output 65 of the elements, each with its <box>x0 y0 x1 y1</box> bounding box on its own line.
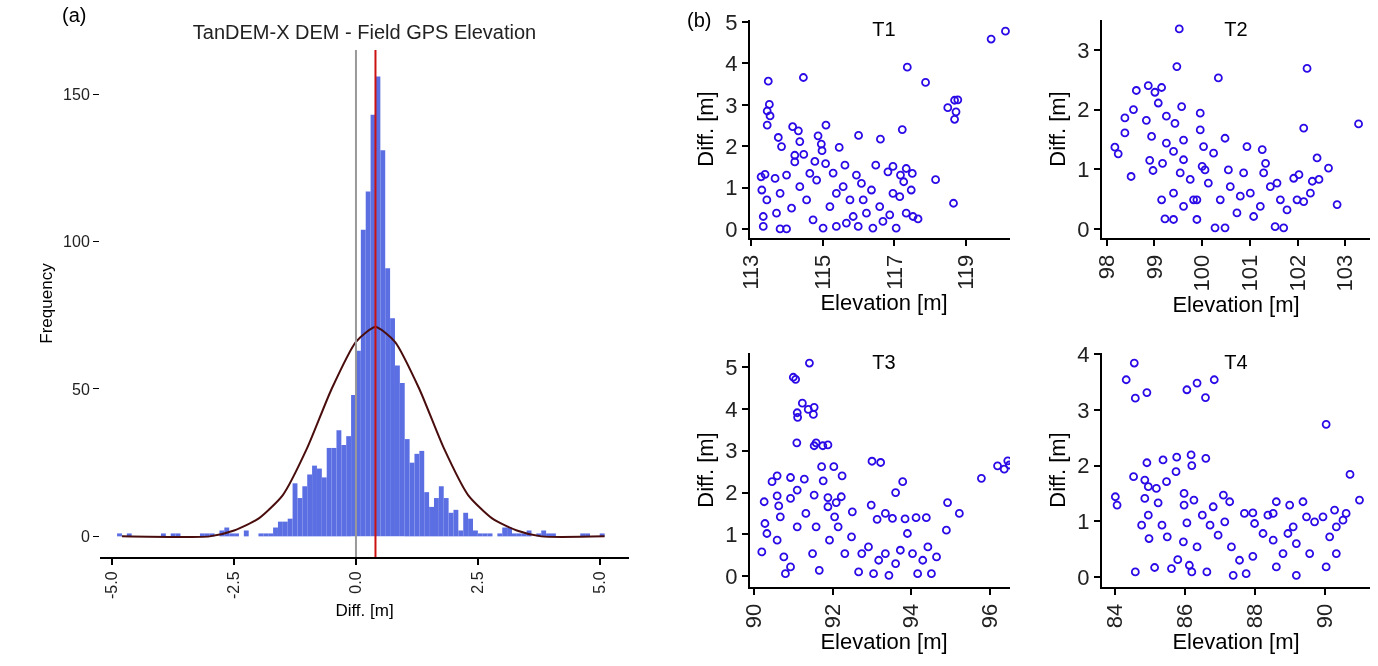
y-tick-label: 4 <box>725 396 738 422</box>
y-tick-label: 4 <box>725 51 738 77</box>
y-tick-label: 4 <box>1077 341 1090 367</box>
y-tick-label: 3 <box>1077 397 1090 423</box>
y-tick-label: 2 <box>1077 453 1090 479</box>
x-axis-title: Diff. [m] <box>335 600 394 620</box>
x-tick-label: 84 <box>1101 603 1127 629</box>
x-tick-label: 0.0 <box>347 571 365 594</box>
x-tick-label: 90 <box>1312 603 1338 629</box>
y-tick-label: 5 <box>725 9 738 35</box>
x-tick-label: 102 <box>1284 254 1310 292</box>
x-tick-label: 5.0 <box>590 571 608 594</box>
x-tick-label: 98 <box>1093 254 1119 280</box>
x-tick-label: 117 <box>881 254 907 290</box>
x-tick-label: 2.5 <box>469 571 487 594</box>
chart-title: T3 <box>872 351 896 374</box>
y-tick-label: 2 <box>1077 97 1090 123</box>
y-tick-label: 0 <box>725 563 738 589</box>
y-tick-label: 5 <box>725 354 738 380</box>
chart-title: T1 <box>872 18 896 41</box>
x-tick-label: 86 <box>1171 603 1197 629</box>
chart-title: T2 <box>1224 18 1248 41</box>
x-tick-label: 90 <box>741 603 767 629</box>
x-tick-label: -2.5 <box>225 571 243 599</box>
y-tick-label: 3 <box>725 92 738 118</box>
y-tick-label: 3 <box>1077 37 1090 63</box>
chart-title: T4 <box>1224 351 1248 374</box>
y-axis-title: Diff. [m] <box>1044 91 1070 167</box>
x-tick-label: 88 <box>1242 603 1268 629</box>
y-tick-label: 100 <box>63 233 90 251</box>
x-tick-label: 113 <box>738 254 764 290</box>
x-tick-label: 92 <box>819 603 845 629</box>
y-tick-label: 2 <box>725 133 738 159</box>
x-tick-label: 99 <box>1141 254 1167 280</box>
x-axis-title: Elevation [m] <box>1172 291 1300 317</box>
y-tick-label: 0 <box>725 216 738 242</box>
x-axis-title: Elevation [m] <box>820 628 948 654</box>
x-tick-label: 100 <box>1189 254 1215 292</box>
y-tick-label: 0 <box>1077 216 1090 242</box>
y-tick-label: 0 <box>1077 564 1090 590</box>
y-tick-label: 2 <box>725 480 738 506</box>
y-tick-label: 1 <box>1077 157 1090 183</box>
x-axis-title: Elevation [m] <box>1172 628 1300 654</box>
y-tick-label: 150 <box>63 85 90 103</box>
x-tick-label: 115 <box>809 254 835 290</box>
x-tick-label: -5.0 <box>103 571 121 599</box>
y-tick-label: 0 <box>80 527 90 545</box>
x-tick-label: 101 <box>1236 254 1262 292</box>
x-tick-label: 119 <box>953 254 979 290</box>
y-axis-title: Diff. [m] <box>692 432 718 508</box>
x-axis-title: Elevation [m] <box>820 290 948 316</box>
text: (a) <box>62 4 87 26</box>
y-tick-label: 1 <box>1077 508 1090 534</box>
y-tick-label: 3 <box>725 438 738 464</box>
y-tick-label: 1 <box>725 522 738 548</box>
text: (b) <box>687 9 712 31</box>
y-axis-title: Frequency <box>36 262 56 344</box>
y-tick-label: 1 <box>725 175 738 201</box>
y-axis-title: Diff. [m] <box>1044 432 1070 508</box>
y-tick-label: 50 <box>72 380 90 398</box>
x-tick-label: 94 <box>898 603 924 629</box>
y-axis-title: Diff. [m] <box>692 91 718 167</box>
x-tick-label: 103 <box>1332 254 1358 292</box>
x-tick-label: 96 <box>977 603 1003 629</box>
chart-title: TanDEM-X DEM - Field GPS Elevation <box>192 20 537 43</box>
